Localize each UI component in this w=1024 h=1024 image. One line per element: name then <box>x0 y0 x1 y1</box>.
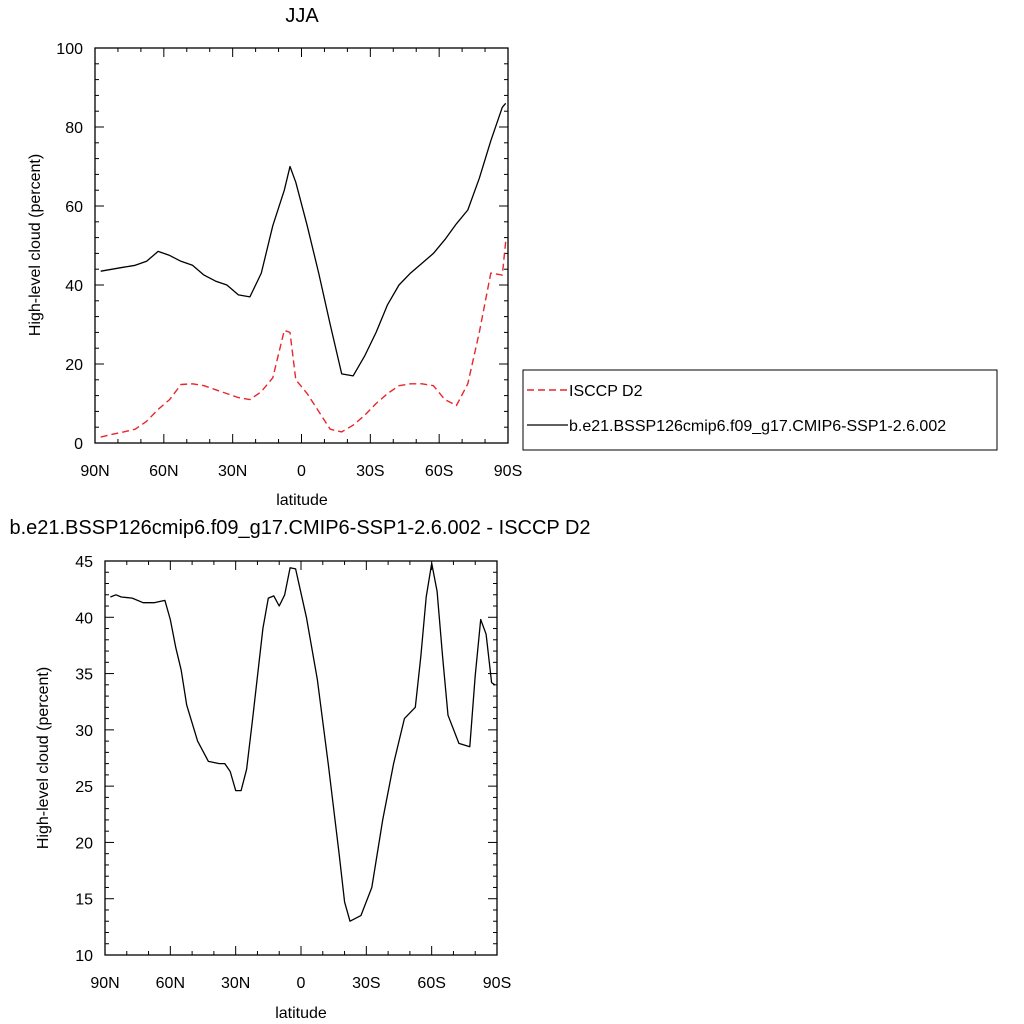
top-plot-frame <box>94 47 509 444</box>
bottom-xtick-label: 0 <box>297 975 306 992</box>
bottom-xtick-label: 90N <box>90 975 119 992</box>
bottom-xtick-label: 60N <box>156 975 185 992</box>
bottom-ytick-label: 20 <box>75 835 93 852</box>
top-ytick-label: 100 <box>56 41 83 58</box>
bottom-xtick-label: 30N <box>221 975 250 992</box>
panel-top: JJA 0 20 40 60 80 100 90N 60N 30N 0 30S 60S 90S lati… <box>27 5 522 509</box>
bottom-series-line-0 <box>110 562 496 922</box>
top-y-axis-label: High-level cloud (percent) <box>27 154 44 336</box>
bottom-axis-ticks <box>104 560 498 956</box>
top-series-lines <box>100 102 507 438</box>
top-ytick-label: 40 <box>65 278 83 295</box>
top-xtick-label: 90S <box>494 463 522 480</box>
bottom-ytick-label: 35 <box>75 667 93 684</box>
top-series-line-1 <box>100 102 507 377</box>
top-ytick-label: 60 <box>65 199 83 216</box>
bottom-ytick-label: 45 <box>75 554 93 571</box>
bottom-series-lines <box>110 562 496 922</box>
legend-label-isccp: ISCCP D2 <box>569 383 643 400</box>
bottom-tick-labels: 10 15 20 25 30 35 40 45 90N 60N 30N 0 30S 60S 90S <box>75 554 511 992</box>
top-xtick-label: 60N <box>149 463 178 480</box>
bottom-ytick-label: 30 <box>75 723 93 740</box>
panel-bottom: b.e21.BSSP126cmip6.f09_g17.CMIP6-SSP1-2.… <box>9 517 590 1022</box>
bottom-x-axis-label: latitude <box>275 1005 327 1022</box>
bottom-ytick-label: 40 <box>75 610 93 627</box>
bottom-ytick-label: 10 <box>75 948 93 965</box>
top-ytick-label: 80 <box>65 120 83 137</box>
bottom-y-axis-label: High-level cloud (percent) <box>35 667 52 849</box>
top-x-axis-label: latitude <box>276 492 328 509</box>
top-xtick-label: 30S <box>356 463 384 480</box>
top-xtick-label: 60S <box>425 463 453 480</box>
bottom-xtick-label: 30S <box>352 975 380 992</box>
bottom-xtick-label: 90S <box>483 975 511 992</box>
top-xtick-label: 90N <box>80 463 109 480</box>
top-xtick-label: 0 <box>297 463 306 480</box>
top-xtick-label: 30N <box>218 463 247 480</box>
bottom-ytick-label: 15 <box>75 892 93 909</box>
top-tick-labels: 0 20 40 60 80 100 90N 60N 30N 0 30S 60S 90S <box>56 41 522 480</box>
top-chart-title: JJA <box>285 5 319 27</box>
top-ytick-label: 0 <box>74 436 83 453</box>
legend-box <box>522 369 998 451</box>
bottom-ytick-label: 25 <box>75 779 93 796</box>
bottom-xtick-label: 60S <box>417 975 445 992</box>
legend: ISCCP D2 b.e21.BSSP126cmip6.f09_g17.CMIP… <box>522 369 998 451</box>
top-ytick-label: 20 <box>65 357 83 374</box>
top-series-line-0 <box>100 241 507 438</box>
top-axis-ticks <box>94 47 509 444</box>
bottom-plot-frame <box>104 560 498 956</box>
legend-label-model: b.e21.BSSP126cmip6.f09_g17.CMIP6-SSP1-2.… <box>569 418 946 435</box>
bottom-chart-title: b.e21.BSSP126cmip6.f09_g17.CMIP6-SSP1-2.… <box>9 517 590 539</box>
